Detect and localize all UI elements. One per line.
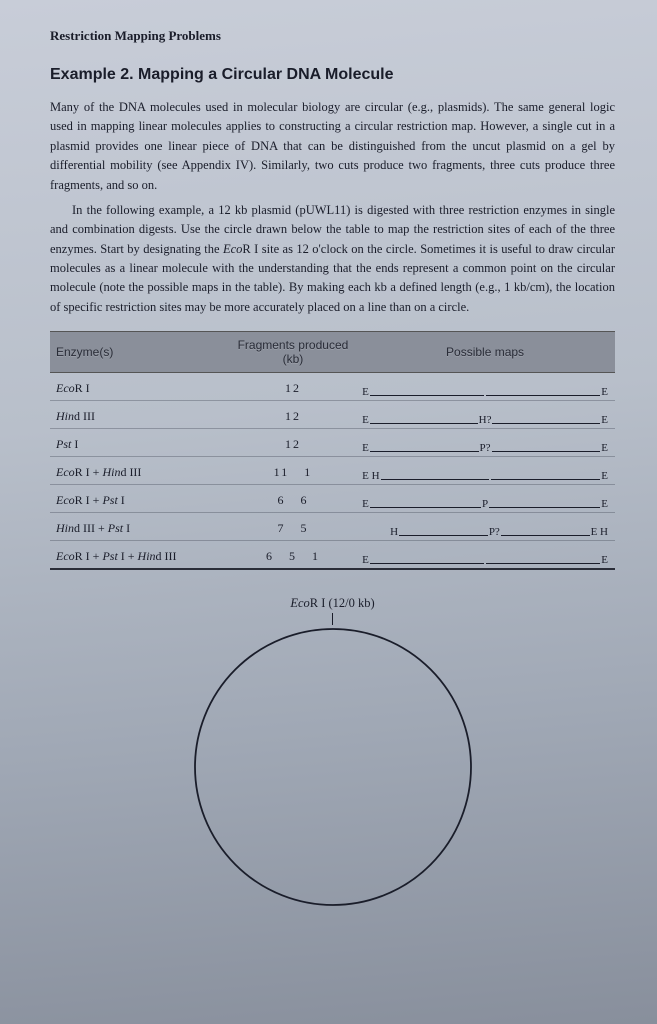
circle-label: EcoR I (12/0 kb) <box>50 596 615 611</box>
th-enzymes: Enzyme(s) <box>50 332 231 373</box>
page-header: Restriction Mapping Problems <box>50 28 615 44</box>
table-row: EcoR I + Pst I6 6 E P E <box>50 485 615 513</box>
cell-map: EPE <box>355 485 615 513</box>
map-mark: E <box>600 386 609 398</box>
cell-fragments: 7 5 <box>231 513 355 541</box>
cell-fragments: 6 6 <box>231 485 355 513</box>
cell-map: E HE <box>355 457 615 485</box>
map-mark: E <box>600 414 609 426</box>
circle-diagram: EcoR I (12/0 kb) <box>50 596 615 909</box>
map-segment <box>486 552 600 564</box>
cell-map: EE <box>355 373 615 401</box>
para2-enzyme-italic: Eco <box>223 242 242 256</box>
plasmid-circle-icon <box>191 625 475 909</box>
cell-enzyme: Pst I <box>50 429 231 457</box>
map-mark: H? <box>478 414 493 426</box>
cell-fragments: 12 <box>231 401 355 429</box>
circle-label-italic: Eco <box>290 596 309 610</box>
map-mark: E <box>600 498 609 510</box>
map-mark: E H <box>590 526 609 538</box>
map-mark: E H <box>361 470 380 482</box>
paragraph-2: In the following example, a 12 kb plasmi… <box>50 201 615 317</box>
cell-enzyme: EcoR I + Hind III <box>50 457 231 485</box>
table-row: Hind III + Pst I7 5 H P? E H <box>50 513 615 541</box>
map-mark: P? <box>488 526 501 538</box>
cell-fragments: 12 <box>231 373 355 401</box>
map-segment <box>370 384 484 396</box>
map-mark: E <box>600 470 609 482</box>
cell-enzyme: EcoR I + Pst I <box>50 485 231 513</box>
cell-enzyme: EcoR I + Pst I + Hind III <box>50 541 231 570</box>
table-row: EcoR I + Pst I + Hind III6 5 1EE <box>50 541 615 570</box>
map-segment <box>370 440 479 452</box>
circle-label-rest: R I (12/0 kb) <box>310 596 375 610</box>
cell-fragments: 11 1 <box>231 457 355 485</box>
cell-map: E H? E <box>355 401 615 429</box>
map-segment <box>370 552 484 564</box>
map-mark: E <box>361 386 370 398</box>
cell-map: H P? E H <box>355 513 615 541</box>
map-mark: E <box>361 498 370 510</box>
table-row: EcoR I12EE <box>50 373 615 401</box>
cell-map: E P? E <box>355 429 615 457</box>
map-segment <box>489 496 600 508</box>
map-mark: E <box>600 554 609 566</box>
map-mark: P? <box>479 442 492 454</box>
fragments-table: Enzyme(s) Fragments produced (kb) Possib… <box>50 331 615 570</box>
th-fragments: Fragments produced (kb) <box>231 332 355 373</box>
map-mark: E <box>361 554 370 566</box>
map-segment <box>370 496 481 508</box>
cell-fragments: 6 5 1 <box>231 541 355 570</box>
table-row: Hind III12 E H? E <box>50 401 615 429</box>
th-maps: Possible maps <box>355 332 615 373</box>
map-segment <box>399 524 488 536</box>
map-segment <box>381 468 490 480</box>
map-segment <box>492 412 600 424</box>
map-mark: E <box>361 414 370 426</box>
table-row: Pst I12 E P? E <box>50 429 615 457</box>
map-mark: E <box>361 442 370 454</box>
circle-tick <box>332 613 334 625</box>
map-segment <box>491 468 600 480</box>
cell-enzyme: Hind III <box>50 401 231 429</box>
map-mark: E <box>600 442 609 454</box>
map-mark: H <box>389 526 399 538</box>
paragraph-1: Many of the DNA molecules used in molecu… <box>50 98 615 195</box>
map-mark: P <box>481 498 489 510</box>
cell-map: EE <box>355 541 615 570</box>
map-segment <box>501 524 590 536</box>
map-segment <box>370 412 478 424</box>
cell-enzyme: EcoR I <box>50 373 231 401</box>
table-row: EcoR I + Hind III11 1 E H E <box>50 457 615 485</box>
map-segment <box>486 384 600 396</box>
example-title: Example 2. Mapping a Circular DNA Molecu… <box>50 66 615 84</box>
cell-enzyme: Hind III + Pst I <box>50 513 231 541</box>
map-segment <box>492 440 601 452</box>
cell-fragments: 12 <box>231 429 355 457</box>
